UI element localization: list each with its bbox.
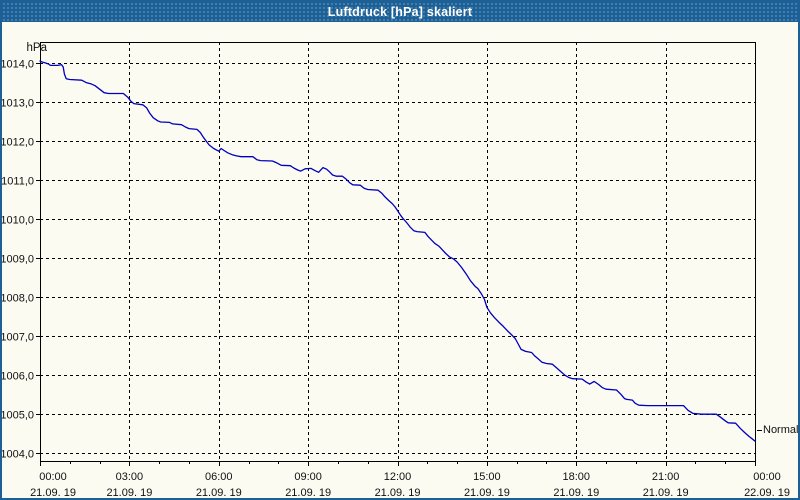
y-tick-label: 1005,0 bbox=[2, 410, 34, 422]
x-tick-time-label: 18:00 bbox=[562, 471, 590, 483]
title-bar[interactable]: Luftdruck [hPa] skaliert bbox=[2, 2, 798, 22]
x-tick-date-label: 21.09. 19 bbox=[196, 487, 242, 498]
y-tick-label: 1007,0 bbox=[2, 332, 34, 344]
series-end-label: Normal bbox=[763, 424, 799, 436]
y-tick-label: 1008,0 bbox=[2, 293, 34, 305]
y-axis-unit-label: hPa bbox=[26, 42, 47, 54]
x-tick-time-label: 00:00 bbox=[39, 471, 67, 483]
y-tick-label: 1014,0 bbox=[2, 59, 34, 71]
y-tick-label: 1009,0 bbox=[2, 254, 34, 266]
x-tick-time-label: 06:00 bbox=[205, 471, 233, 483]
pressure-line-series bbox=[39, 60, 756, 442]
x-tick-date-label: 21.09. 19 bbox=[106, 487, 152, 498]
y-tick-label: 1004,0 bbox=[2, 449, 34, 461]
x-tick-date-label: 21.09. 19 bbox=[30, 487, 76, 498]
x-tick-date-label: 21.09. 19 bbox=[375, 487, 421, 498]
grid-lines bbox=[40, 42, 755, 461]
y-tick-label: 1010,0 bbox=[2, 215, 34, 227]
x-tick-date-label: 21.09. 19 bbox=[464, 487, 510, 498]
x-tick-time-label: 21:00 bbox=[652, 471, 680, 483]
x-tick-date-label: 21.09. 19 bbox=[553, 487, 599, 498]
y-tick-label: 1006,0 bbox=[2, 371, 34, 383]
x-tick-date-label: 21.09. 19 bbox=[643, 487, 689, 498]
x-tick-date-label: 22.09. 19 bbox=[744, 487, 790, 498]
x-tick-time-label: 00:00 bbox=[753, 471, 781, 483]
x-tick-time-label: 12:00 bbox=[384, 471, 412, 483]
axis-labels: 1014,0 1013,0 1012,0 1011,0 1010,0 1009,0 1008… bbox=[2, 59, 790, 499]
y-tick-label: 1013,0 bbox=[2, 98, 34, 110]
y-tick-label: 1011,0 bbox=[2, 176, 34, 188]
y-tick-label: 1012,0 bbox=[2, 137, 34, 149]
x-tick-date-label: 21.09. 19 bbox=[285, 487, 331, 498]
x-tick-time-label: 15:00 bbox=[473, 471, 501, 483]
x-tick-time-label: 03:00 bbox=[116, 471, 144, 483]
plot-border bbox=[40, 42, 756, 462]
window-title: Luftdruck [hPa] skaliert bbox=[327, 5, 473, 19]
x-tick-time-label: 09:00 bbox=[294, 471, 322, 483]
